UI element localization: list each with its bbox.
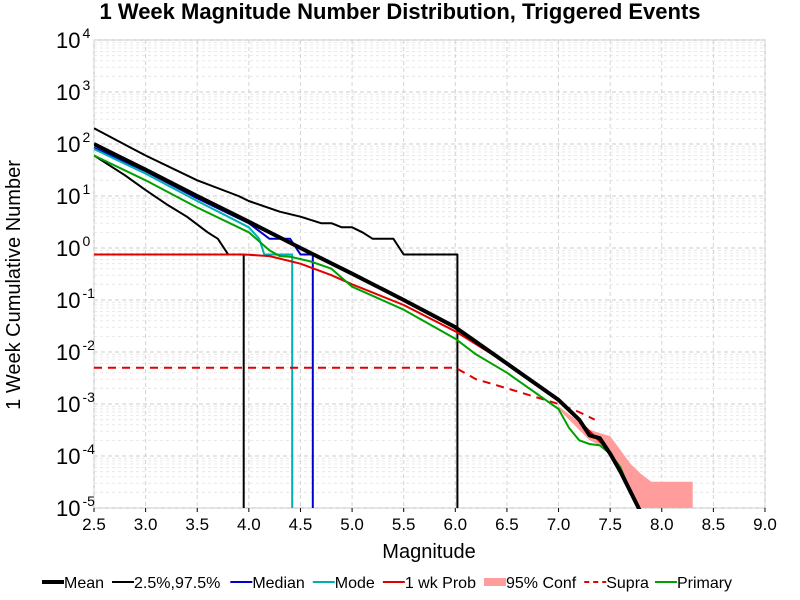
x-axis-ticks: 2.5 3.0 3.5 4.0 4.5 5.0 5.5 6.0 6.5 7.0 7.5 8.0 8.5 9… (82, 508, 777, 534)
legend-label-1: 2.5%,97.5% (134, 575, 220, 592)
y-tick-label: 10 0 (56, 233, 90, 261)
y-axis-label: 1 Week Cumulative Number (3, 160, 25, 410)
series-mode-3 (94, 148, 294, 508)
x-tick-label: 3.0 (134, 515, 158, 534)
x-tick-label: 5.5 (392, 515, 416, 534)
grid-minor (94, 41, 765, 493)
chart-title: 1 Week Magnitude Number Distribution, Tr… (99, 0, 700, 24)
legend-label-6: Supra (606, 575, 649, 592)
confidence-band (558, 406, 693, 508)
series-primary-6 (94, 154, 632, 493)
x-tick-label: 3.5 (185, 515, 209, 534)
series-mean-7 (94, 142, 642, 509)
legend-label-2: Median (252, 575, 304, 592)
x-axis-label: Magnitude (382, 541, 475, 563)
x-tick-label: 6.5 (495, 515, 519, 534)
legend-label-7: Primary (677, 575, 732, 592)
plot-area (93, 39, 766, 509)
x-tick-label: 4.5 (289, 515, 313, 534)
y-tick-label: 10 2 (56, 129, 90, 157)
y-tick-label: 10 -2 (56, 337, 95, 365)
y-tick-label: 10 1 (56, 181, 90, 209)
y-tick-label: 10 4 (56, 25, 90, 53)
x-tick-label: 8.5 (702, 515, 726, 534)
series-supra-5 (94, 366, 596, 421)
x-tick-label: 9.0 (753, 515, 777, 534)
x-tick-label: 6.0 (443, 515, 467, 534)
legend-label-5: 95% Conf (506, 575, 577, 592)
series-2-5-97-5-0 (94, 127, 459, 508)
x-tick-label: 7.5 (598, 515, 622, 534)
x-tick-label: 4.0 (237, 515, 261, 534)
y-tick-label: 10 -3 (56, 389, 95, 417)
y-tick-label: 10 -1 (56, 285, 95, 313)
x-tick-label: 2.5 (82, 515, 106, 534)
y-tick-label: 10 3 (56, 77, 90, 105)
band-95-conf (558, 406, 693, 508)
y-tick-label: 10 -5 (56, 493, 95, 521)
legend-label-4: 1 wk Prob (405, 575, 476, 592)
y-tick-label: 10 -4 (56, 441, 95, 469)
legend-label-0: Mean (64, 575, 104, 592)
x-tick-label: 7.0 (547, 515, 571, 534)
x-tick-label: 5.0 (340, 515, 364, 534)
legend-label-3: Mode (335, 575, 375, 592)
series-lines (94, 127, 642, 509)
grid-major (93, 39, 766, 509)
legend: Mean 2.5%,97.5% Median Mode 1 wk Prob 95% Con… (42, 575, 732, 592)
x-tick-label: 8.0 (650, 515, 674, 534)
